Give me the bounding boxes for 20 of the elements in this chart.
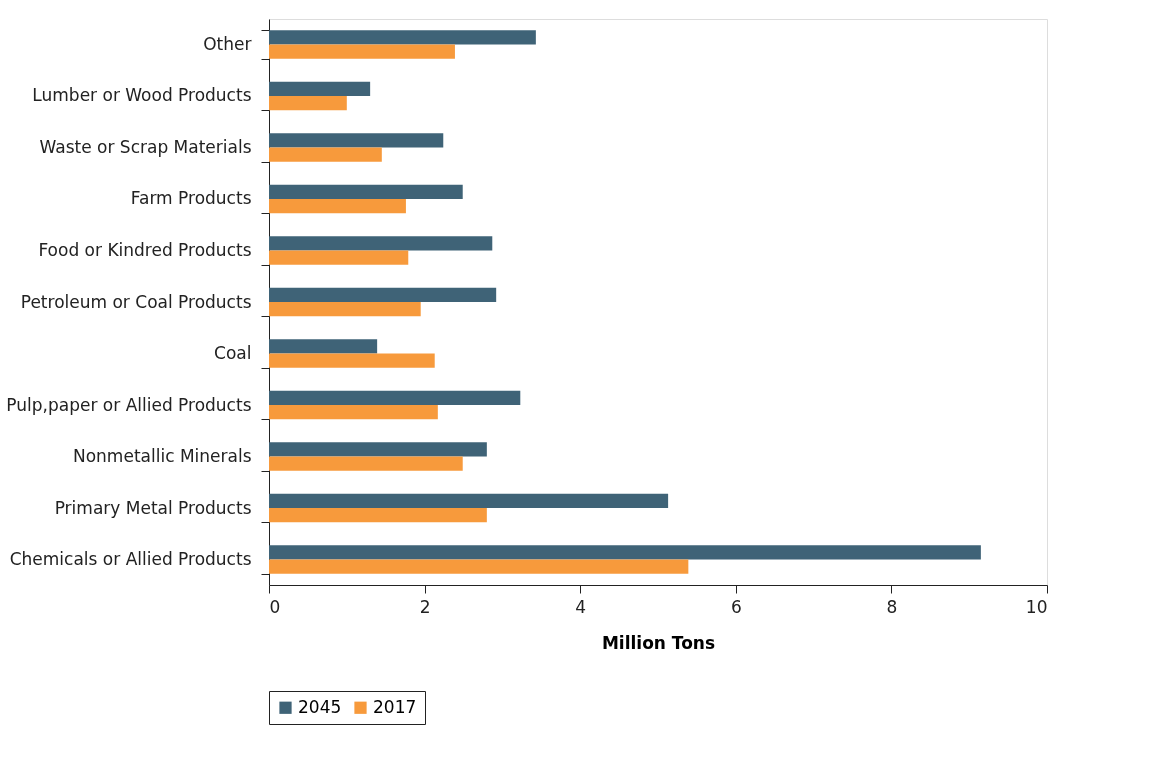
x-tick-label: 0	[269, 596, 281, 617]
x-tick-label: 10	[1025, 596, 1048, 617]
x-tick-label: 4	[575, 596, 587, 617]
legend-label: 2017	[373, 696, 417, 717]
x-tick-label: 6	[730, 596, 742, 617]
y-tick-label: Primary Metal Products	[54, 497, 252, 518]
y-tick-label: Pulp,paper or Allied Products	[6, 394, 252, 415]
y-tick-label: Other	[203, 33, 252, 54]
x-tick-label: 8	[886, 596, 898, 617]
y-tick-label: Lumber or Wood Products	[32, 85, 252, 106]
y-tick-label: Waste or Scrap Materials	[39, 137, 252, 157]
x-tick-label: 2	[419, 596, 431, 617]
y-tick-label: Nonmetallic Minerals	[72, 446, 252, 466]
x-axis-title: Million Tons	[601, 632, 716, 653]
y-tick-label: Petroleum or Coal Products	[20, 291, 252, 312]
y-tick-label: Farm Products	[130, 188, 252, 209]
legend-label: 2045	[298, 696, 342, 717]
y-tick-label: Coal	[214, 343, 252, 363]
y-tick-label: Chemicals or Allied Products	[9, 549, 252, 570]
y-tick-label: Food or Kindred Products	[38, 240, 252, 260]
